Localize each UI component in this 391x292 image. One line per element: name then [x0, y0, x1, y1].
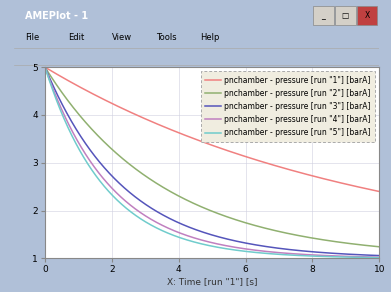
- Text: AMEPlot - 1: AMEPlot - 1: [25, 11, 88, 21]
- Line: pnchamber - pressure [run "4"] [barA]: pnchamber - pressure [run "4"] [barA]: [45, 67, 379, 257]
- Text: _: _: [321, 11, 325, 20]
- pnchamber - pressure [run "5"] [barA]: [303, 254, 308, 258]
- Text: Tools: Tools: [156, 33, 177, 42]
- pnchamber - pressure [run "1"] [barA]: [43, 65, 47, 69]
- Text: File: File: [25, 33, 39, 42]
- pnchamber - pressure [run "2"] [barA]: [377, 245, 382, 248]
- pnchamber - pressure [run "2"] [barA]: [77, 113, 81, 117]
- pnchamber - pressure [run "1"] [barA]: [377, 190, 382, 193]
- Text: View: View: [112, 33, 133, 42]
- pnchamber - pressure [run "3"] [barA]: [272, 246, 277, 249]
- pnchamber - pressure [run "5"] [barA]: [77, 147, 81, 151]
- pnchamber - pressure [run "2"] [barA]: [272, 229, 277, 232]
- Text: X: X: [364, 11, 370, 20]
- pnchamber - pressure [run "2"] [barA]: [43, 65, 47, 69]
- pnchamber - pressure [run "4"] [barA]: [309, 253, 314, 257]
- Text: □: □: [342, 11, 349, 20]
- pnchamber - pressure [run "1"] [barA]: [178, 132, 183, 135]
- pnchamber - pressure [run "4"] [barA]: [43, 65, 47, 69]
- pnchamber - pressure [run "5"] [barA]: [377, 256, 382, 259]
- pnchamber - pressure [run "4"] [barA]: [190, 236, 195, 239]
- pnchamber - pressure [run "2"] [barA]: [178, 195, 183, 199]
- pnchamber - pressure [run "4"] [barA]: [377, 256, 382, 259]
- Line: pnchamber - pressure [run "1"] [barA]: pnchamber - pressure [run "1"] [barA]: [45, 67, 379, 192]
- pnchamber - pressure [run "4"] [barA]: [178, 231, 183, 235]
- pnchamber - pressure [run "3"] [barA]: [377, 254, 382, 257]
- pnchamber - pressure [run "1"] [barA]: [190, 136, 195, 140]
- Text: Edit: Edit: [68, 33, 85, 42]
- FancyBboxPatch shape: [314, 6, 334, 25]
- pnchamber - pressure [run "1"] [barA]: [77, 85, 81, 88]
- pnchamber - pressure [run "3"] [barA]: [77, 132, 81, 135]
- pnchamber - pressure [run "4"] [barA]: [303, 253, 308, 256]
- pnchamber - pressure [run "5"] [barA]: [190, 240, 195, 243]
- pnchamber - pressure [run "2"] [barA]: [190, 201, 195, 204]
- pnchamber - pressure [run "4"] [barA]: [272, 251, 277, 254]
- Line: pnchamber - pressure [run "3"] [barA]: pnchamber - pressure [run "3"] [barA]: [45, 67, 379, 256]
- FancyBboxPatch shape: [335, 6, 355, 25]
- Legend: pnchamber - pressure [run "1"] [barA], pnchamber - pressure [run "2"] [barA], pn: pnchamber - pressure [run "1"] [barA], p…: [201, 71, 375, 142]
- pnchamber - pressure [run "2"] [barA]: [309, 236, 314, 240]
- pnchamber - pressure [run "5"] [barA]: [178, 236, 183, 239]
- Line: pnchamber - pressure [run "5"] [barA]: pnchamber - pressure [run "5"] [barA]: [45, 67, 379, 258]
- pnchamber - pressure [run "4"] [barA]: [77, 142, 81, 145]
- pnchamber - pressure [run "2"] [barA]: [303, 235, 308, 239]
- pnchamber - pressure [run "5"] [barA]: [309, 254, 314, 258]
- pnchamber - pressure [run "5"] [barA]: [272, 252, 277, 256]
- X-axis label: X: Time [run "1"] [s]: X: Time [run "1"] [s]: [167, 277, 257, 286]
- pnchamber - pressure [run "3"] [barA]: [303, 249, 308, 253]
- pnchamber - pressure [run "3"] [barA]: [43, 65, 47, 69]
- pnchamber - pressure [run "3"] [barA]: [309, 250, 314, 253]
- FancyBboxPatch shape: [357, 6, 377, 25]
- pnchamber - pressure [run "1"] [barA]: [272, 164, 277, 167]
- pnchamber - pressure [run "5"] [barA]: [43, 65, 47, 69]
- Line: pnchamber - pressure [run "2"] [barA]: pnchamber - pressure [run "2"] [barA]: [45, 67, 379, 247]
- pnchamber - pressure [run "3"] [barA]: [178, 222, 183, 225]
- Text: Help: Help: [200, 33, 219, 42]
- pnchamber - pressure [run "1"] [barA]: [303, 172, 308, 176]
- pnchamber - pressure [run "3"] [barA]: [190, 227, 195, 230]
- pnchamber - pressure [run "1"] [barA]: [309, 174, 314, 178]
